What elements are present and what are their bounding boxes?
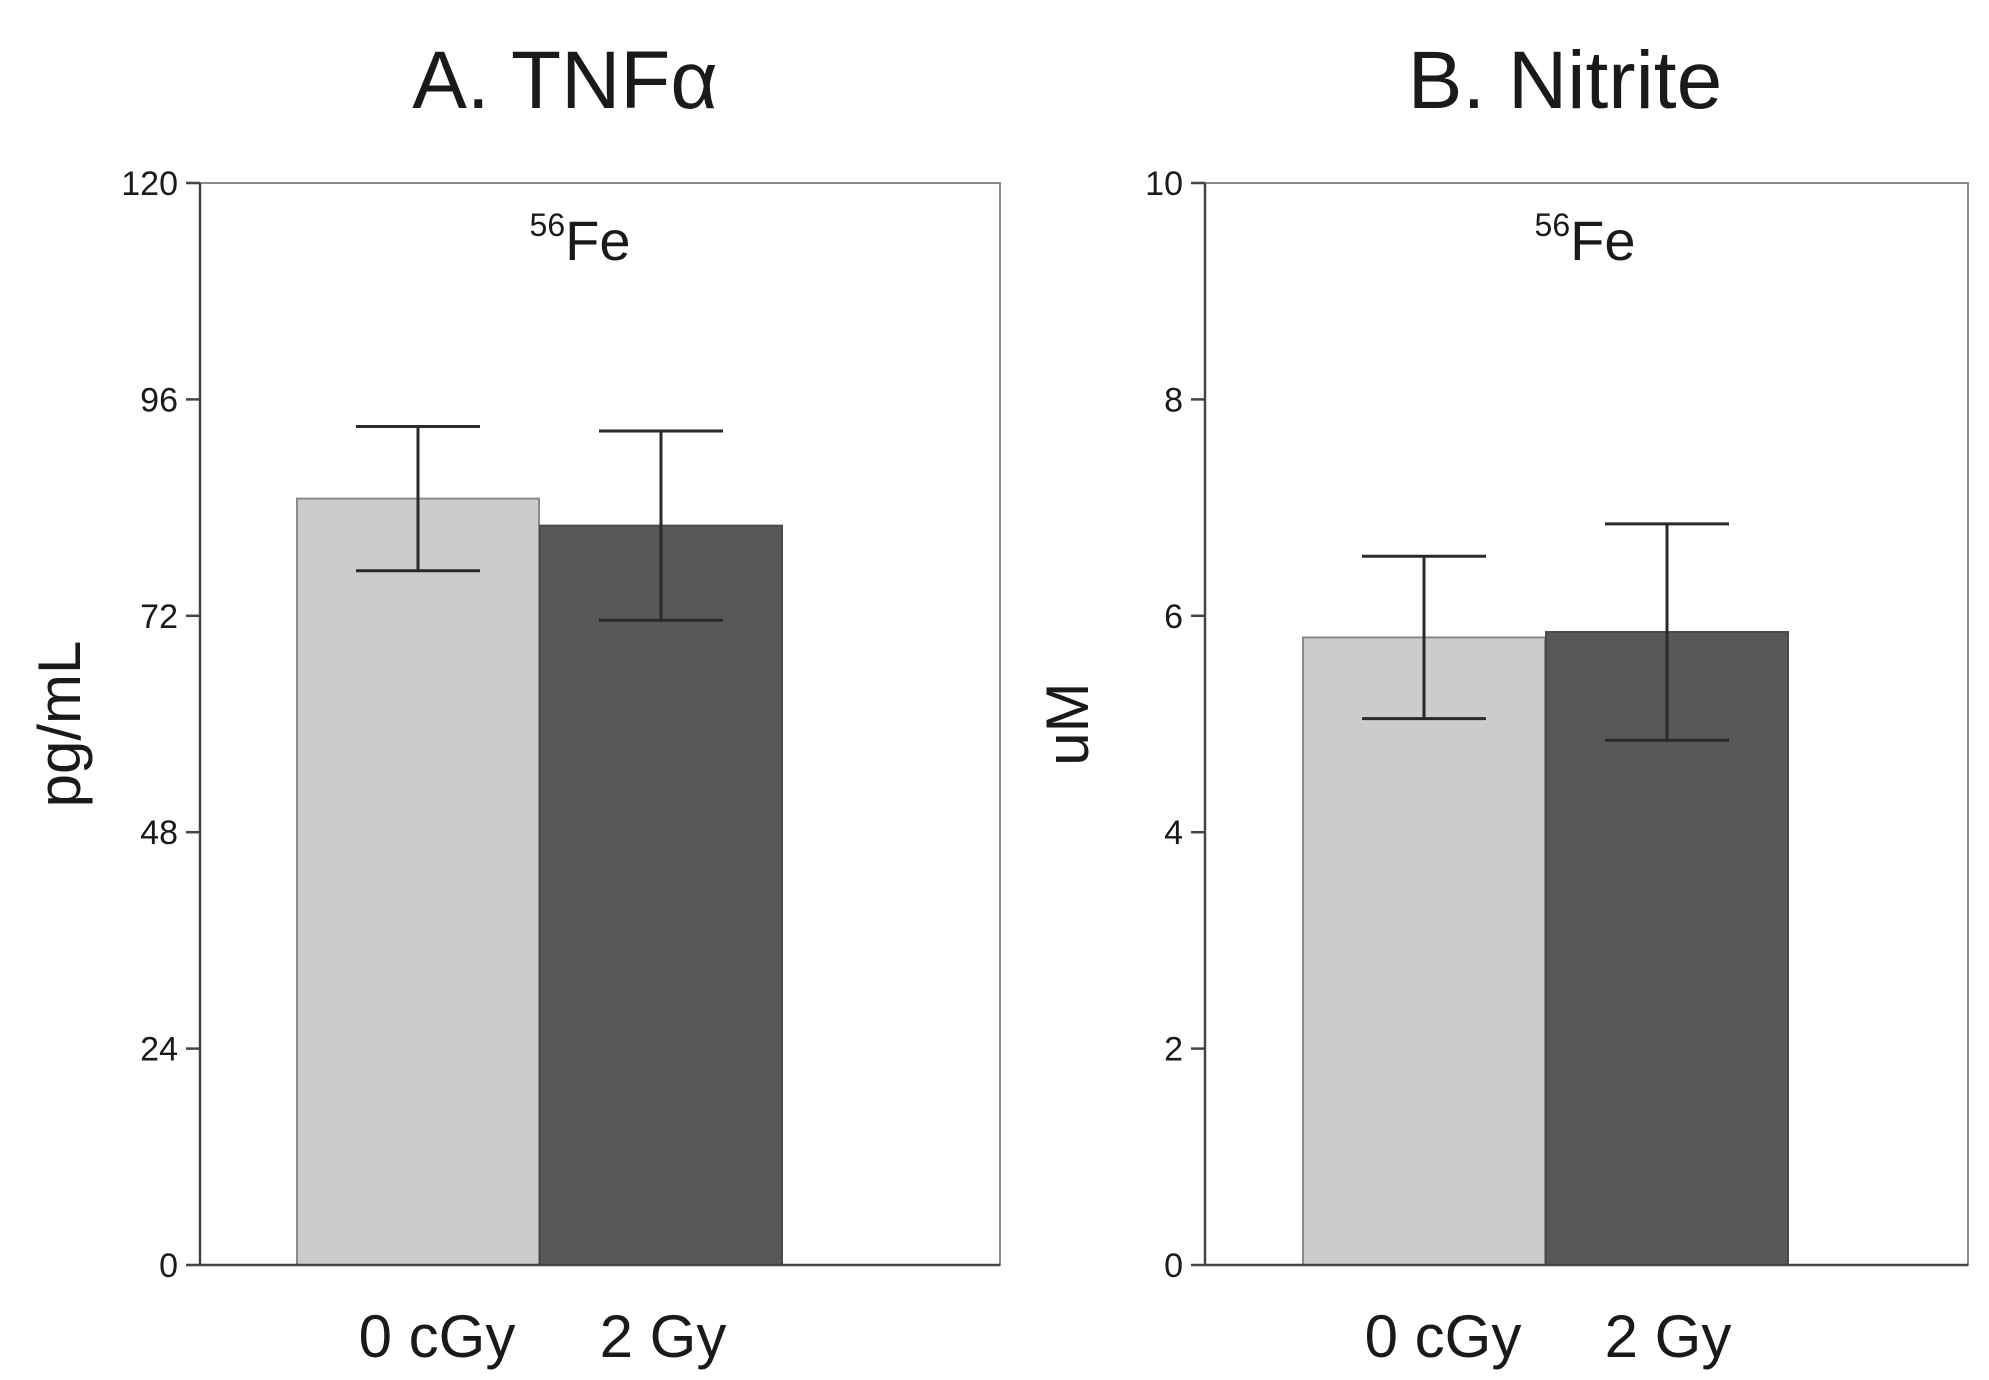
chart-title: A. TNFα: [412, 35, 718, 126]
y-tick-label: 0: [1164, 1247, 1183, 1285]
y-axis-label: uM: [1034, 682, 1101, 765]
y-tick-label: 6: [1164, 598, 1183, 636]
error-bar-2-gy: [599, 429, 723, 622]
y-tick-label: 8: [1164, 381, 1183, 419]
error-bar-0-cgy: [356, 424, 480, 573]
panel-b-nitrite: B. Nitrite uM 0 2 4 6 8 10 0 cGy 2 Gy 56Fe: [1034, 35, 1969, 1370]
chart-title: B. Nitrite: [1408, 35, 1722, 126]
y-tick-label: 72: [140, 598, 178, 636]
isotope-mass-number: 56: [530, 207, 566, 243]
isotope-mass-number: 56: [1535, 207, 1571, 243]
error-bar-2-gy: [1605, 522, 1729, 742]
y-tick-label: 4: [1164, 814, 1183, 852]
isotope-annotation: 56Fe: [530, 207, 631, 272]
bar-0-cgy: [296, 497, 540, 1267]
isotope-annotation: 56Fe: [1535, 207, 1636, 272]
panel-a-tnfa: A. TNFα pg/mL 0 24 48 72 96 120 0 cGy 2 Gy 56Fe: [26, 35, 1001, 1370]
bar-2-gy: [539, 524, 783, 1266]
y-tick-label: 120: [121, 165, 178, 203]
x-category-label: 2 Gy: [1605, 1303, 1732, 1370]
y-tick-label: 10: [1145, 165, 1183, 203]
bar-0-cgy: [1302, 636, 1546, 1266]
y-tick-label: 96: [140, 381, 178, 419]
x-category-label: 0 cGy: [1365, 1303, 1522, 1370]
y-tick-label: 0: [159, 1247, 178, 1285]
y-tick-label: 24: [140, 1031, 178, 1069]
y-tick-label: 2: [1164, 1031, 1183, 1069]
error-bar-0-cgy: [1362, 554, 1486, 721]
isotope-symbol: Fe: [565, 209, 630, 272]
isotope-symbol: Fe: [1570, 209, 1635, 272]
x-category-label: 0 cGy: [359, 1303, 516, 1370]
y-axis-label: pg/mL: [26, 641, 93, 808]
y-tick-label: 48: [140, 814, 178, 852]
x-category-label: 2 Gy: [600, 1303, 727, 1370]
